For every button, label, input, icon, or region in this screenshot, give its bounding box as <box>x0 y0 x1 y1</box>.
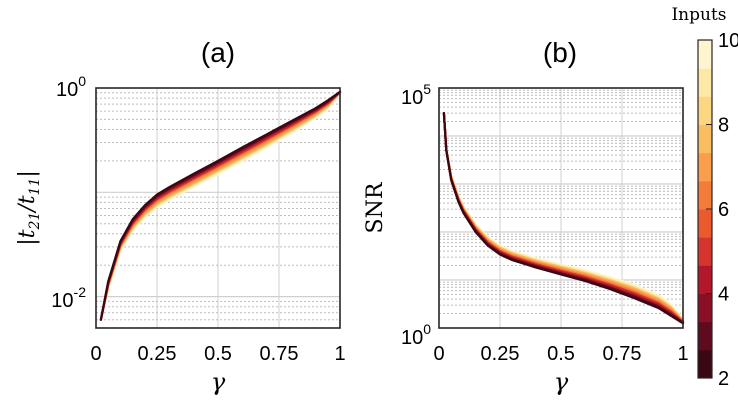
panel-a-x-ticks: 0 0.25 0.5 0.75 1 <box>90 343 345 365</box>
panel-b-xlabel: γ <box>554 368 569 396</box>
panel-a-xtick-label: 0.25 <box>138 343 177 365</box>
colorbar-tick-label: 2 <box>718 368 729 390</box>
colorbar-block <box>698 237 712 266</box>
panel-b-xtick-label: 0.5 <box>547 343 575 365</box>
colorbar-tick-label: 4 <box>718 284 729 306</box>
panel-a-series-line-inputs-8 <box>99 91 342 321</box>
colorbar-block <box>698 293 712 323</box>
panel-a-title: (a) <box>201 37 235 68</box>
panel-a-series-line-inputs-6 <box>99 91 342 321</box>
panel-b-series <box>442 111 685 325</box>
colorbar-block <box>698 124 712 154</box>
panel-a-series-line-inputs-4 <box>99 90 342 321</box>
panel-b-ylabel: SNR <box>363 181 388 233</box>
panel-b-series-line-inputs-9 <box>442 111 685 322</box>
colorbar-block <box>698 68 712 97</box>
panel-a-ytick-top: 100 <box>56 73 86 101</box>
panel-b-ytick-top: 105 <box>401 81 431 109</box>
panel-b: (b) 0 0.25 0.5 0.75 1 105 100 γ SNR <box>363 37 689 396</box>
colorbar-tick-label: 6 <box>718 199 729 221</box>
colorbar-block <box>698 40 712 69</box>
panel-b-xtick-label: 0.25 <box>481 343 520 365</box>
colorbar-title: Inputs <box>671 5 726 25</box>
panel-a-xtick-label: 0 <box>90 343 101 365</box>
colorbar-ticks: 2 4 6 8 10 <box>706 30 738 390</box>
panel-b-xtick-label: 0 <box>433 343 444 365</box>
colorbar-tick-label: 10 <box>718 30 738 52</box>
colorbar: 2 4 6 8 10 Inputs <box>671 5 738 390</box>
panel-b-xtick-label: 1 <box>677 343 688 365</box>
panel-a-xtick-label: 1 <box>334 343 345 365</box>
panel-b-title: (b) <box>543 37 577 68</box>
panel-b-series-line-inputs-10 <box>442 111 685 321</box>
panel-b-axes-box <box>438 87 684 329</box>
panel-a-series-line-inputs-7 <box>99 91 342 321</box>
panel-b-series-line-inputs-2 <box>442 111 685 325</box>
colorbar-block <box>698 265 712 294</box>
colorbar-block <box>698 152 712 182</box>
panel-a: (a) 0 0.25 0.5 0.75 1 100 10-2 γ |t21/t11| <box>15 37 346 396</box>
panel-a-xtick-label: 0.75 <box>260 343 299 365</box>
panel-b-x-ticks: 0 0.25 0.5 0.75 1 <box>433 343 688 365</box>
colorbar-block <box>698 180 712 210</box>
panel-b-ytick-bottom: 100 <box>401 321 431 349</box>
panel-a-series <box>99 90 342 321</box>
panel-a-xtick-label: 0.5 <box>204 343 232 365</box>
panel-a-series-line-inputs-9 <box>99 91 342 321</box>
colorbar-blocks <box>698 40 712 379</box>
panel-a-series-line-inputs-2 <box>99 90 342 321</box>
colorbar-block <box>698 321 712 351</box>
panel-a-ytick-bottom: 10-2 <box>51 284 86 312</box>
panel-a-xlabel: γ <box>211 368 226 396</box>
panel-a-ylabel: |t21/t11| <box>15 170 43 246</box>
panel-b-xtick-label: 0.75 <box>603 343 642 365</box>
colorbar-block <box>698 209 712 238</box>
colorbar-block <box>698 96 712 125</box>
panel-a-series-line-inputs-10 <box>99 91 342 321</box>
colorbar-tick-label: 8 <box>718 115 729 137</box>
colorbar-block <box>698 349 712 379</box>
panel-a-axes-box <box>95 87 341 329</box>
panel-a-series-line-inputs-5 <box>99 91 342 321</box>
